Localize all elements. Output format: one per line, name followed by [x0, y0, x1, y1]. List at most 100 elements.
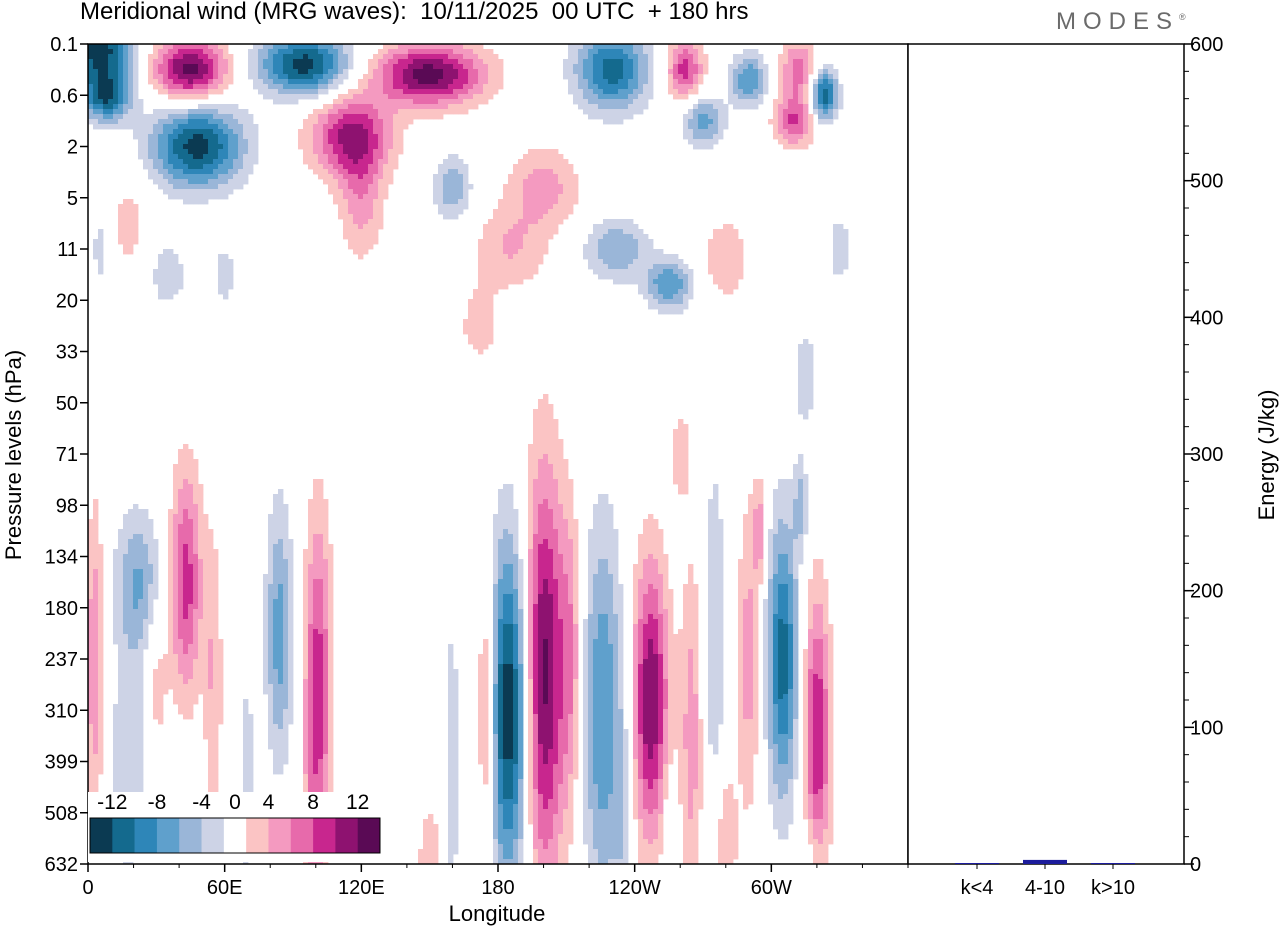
- heatmap-cell: [88, 594, 94, 600]
- heatmap-cell: [773, 524, 779, 530]
- heatmap-cell: [283, 589, 289, 595]
- heatmap-cell: [468, 94, 474, 100]
- heatmap-cell: [188, 199, 194, 205]
- heatmap-cell: [143, 539, 149, 545]
- heatmap-cell: [208, 194, 214, 200]
- heatmap-cell: [378, 209, 384, 215]
- heatmap-cell: [668, 84, 674, 90]
- heatmap-cell: [443, 184, 449, 190]
- heatmap-cell: [268, 69, 274, 75]
- heatmap-cell: [138, 539, 144, 545]
- heatmap-cell: [303, 94, 309, 100]
- heatmap-cell: [713, 574, 719, 580]
- heatmap-cell: [798, 479, 804, 485]
- heatmap-cell: [558, 504, 564, 510]
- heatmap-cell: [88, 49, 94, 55]
- heatmap-cell: [453, 104, 459, 110]
- heatmap-cell: [493, 274, 499, 280]
- heatmap-cell: [393, 44, 399, 50]
- heatmap-cell: [743, 569, 749, 575]
- heatmap-cell: [353, 94, 359, 100]
- heatmap-cell: [143, 149, 149, 155]
- heatmap-cell: [313, 49, 319, 55]
- heatmap-cell: [213, 159, 219, 165]
- heatmap-cell: [478, 304, 484, 310]
- heatmap-cell: [513, 189, 519, 195]
- heatmap-cell: [663, 284, 669, 290]
- heatmap-cell: [748, 549, 754, 555]
- heatmap-cell: [318, 499, 324, 505]
- heatmap-cell: [298, 74, 304, 80]
- heatmap-cell: [363, 124, 369, 130]
- heatmap-cell: [148, 64, 154, 70]
- heatmap-cell: [378, 179, 384, 185]
- heatmap-cell: [638, 79, 644, 85]
- heatmap-cell: [493, 224, 499, 230]
- heatmap-cell: [778, 129, 784, 135]
- heatmap-cell: [328, 119, 334, 125]
- heatmap-cell: [293, 54, 299, 60]
- heatmap-cell: [188, 529, 194, 535]
- heatmap-cell: [573, 44, 579, 50]
- heatmap-cell: [293, 44, 299, 50]
- heatmap-cell: [143, 509, 149, 515]
- heatmap-cell: [663, 294, 669, 300]
- heatmap-cell: [673, 49, 679, 55]
- heatmap-cell: [383, 59, 389, 65]
- heatmap-cell: [673, 434, 679, 440]
- heatmap-cell: [368, 229, 374, 235]
- heatmap-cell: [378, 154, 384, 160]
- heatmap-cell: [558, 474, 564, 480]
- heatmap-cell: [748, 534, 754, 540]
- heatmap-cell: [773, 119, 779, 125]
- heatmap-cell: [603, 59, 609, 65]
- heatmap-cell: [493, 549, 499, 555]
- heatmap-cell: [823, 104, 829, 110]
- heatmap-cell: [218, 59, 224, 65]
- heatmap-cell: [468, 334, 474, 340]
- heatmap-cell: [388, 49, 394, 55]
- heatmap-cell: [203, 189, 209, 195]
- heatmap-cell: [598, 44, 604, 50]
- heatmap-cell: [108, 99, 114, 105]
- heatmap-cell: [148, 554, 154, 560]
- heatmap-cell: [453, 204, 459, 210]
- heatmap-cell: [783, 514, 789, 520]
- heatmap-cell: [748, 539, 754, 545]
- heatmap-cell: [148, 139, 154, 145]
- heatmap-cell: [418, 49, 424, 55]
- heatmap-cell: [538, 504, 544, 510]
- heatmap-cell: [543, 484, 549, 490]
- heatmap-cell: [793, 59, 799, 65]
- heatmap-cell: [638, 94, 644, 100]
- heatmap-cell: [248, 69, 254, 75]
- heatmap-cell: [548, 499, 554, 505]
- heatmap-cell: [233, 134, 239, 140]
- heatmap-cell: [193, 544, 199, 550]
- heatmap-cell: [738, 269, 744, 275]
- heatmap-cell: [418, 99, 424, 105]
- heatmap-cell: [348, 199, 354, 205]
- heatmap-cell: [703, 114, 709, 120]
- heatmap-cell: [193, 144, 199, 150]
- heatmap-cell: [558, 574, 564, 580]
- heatmap-cell: [118, 239, 124, 245]
- heatmap-cell: [278, 59, 284, 65]
- heatmap-cell: [783, 64, 789, 70]
- heatmap-cell: [823, 69, 829, 75]
- heatmap-cell: [433, 194, 439, 200]
- heatmap-cell: [528, 244, 534, 250]
- heatmap-cell: [793, 484, 799, 490]
- heatmap-cell: [123, 594, 129, 600]
- heatmap-cell: [508, 499, 514, 505]
- heatmap-cell: [308, 94, 314, 100]
- heatmap-cell: [838, 89, 844, 95]
- heatmap-cell: [498, 214, 504, 220]
- heatmap-cell: [788, 499, 794, 505]
- heatmap-cell: [683, 584, 689, 590]
- heatmap-cell: [458, 209, 464, 215]
- heatmap-cell: [788, 119, 794, 125]
- heatmap-cell: [538, 514, 544, 520]
- heatmap-cell: [368, 174, 374, 180]
- heatmap-cell: [533, 254, 539, 260]
